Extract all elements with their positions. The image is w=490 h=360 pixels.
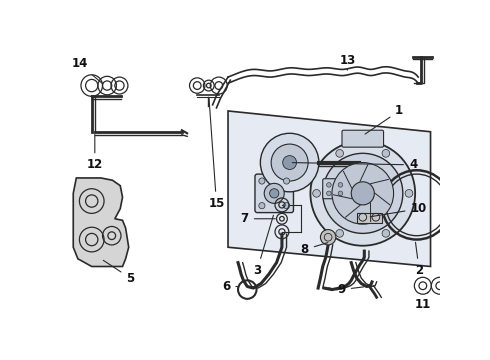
Circle shape — [284, 178, 290, 184]
Text: 11: 11 — [415, 292, 431, 311]
Circle shape — [320, 230, 336, 245]
Text: 14: 14 — [71, 58, 103, 84]
FancyBboxPatch shape — [342, 130, 384, 147]
Text: 12: 12 — [87, 135, 103, 171]
Circle shape — [311, 141, 415, 246]
Text: 2: 2 — [415, 242, 423, 277]
FancyBboxPatch shape — [255, 174, 294, 213]
Circle shape — [270, 189, 279, 198]
Circle shape — [264, 183, 284, 203]
Circle shape — [351, 182, 374, 205]
Text: 5: 5 — [103, 260, 134, 284]
Circle shape — [259, 178, 265, 184]
Text: 1: 1 — [365, 104, 403, 134]
Text: 13: 13 — [339, 54, 356, 70]
Circle shape — [313, 189, 320, 197]
Circle shape — [283, 156, 296, 170]
Circle shape — [326, 191, 331, 195]
Text: 10: 10 — [370, 202, 427, 217]
Circle shape — [382, 149, 390, 157]
Circle shape — [405, 189, 413, 197]
Circle shape — [271, 144, 308, 181]
Text: 7: 7 — [241, 212, 275, 225]
Text: 15: 15 — [208, 98, 224, 210]
Circle shape — [323, 153, 403, 233]
Text: 6: 6 — [222, 280, 238, 293]
FancyBboxPatch shape — [323, 179, 347, 199]
Polygon shape — [357, 213, 382, 222]
Circle shape — [382, 230, 390, 237]
Circle shape — [338, 191, 343, 195]
Circle shape — [284, 203, 290, 209]
Circle shape — [338, 183, 343, 187]
Polygon shape — [74, 178, 129, 266]
Circle shape — [336, 149, 343, 157]
Circle shape — [260, 133, 319, 192]
Polygon shape — [228, 111, 431, 266]
Circle shape — [326, 183, 331, 187]
Text: 8: 8 — [301, 243, 328, 256]
Text: 4: 4 — [293, 158, 417, 171]
Text: 9: 9 — [338, 283, 364, 296]
Circle shape — [259, 203, 265, 209]
Text: 3: 3 — [253, 215, 273, 277]
Circle shape — [332, 163, 393, 224]
Circle shape — [336, 230, 343, 237]
